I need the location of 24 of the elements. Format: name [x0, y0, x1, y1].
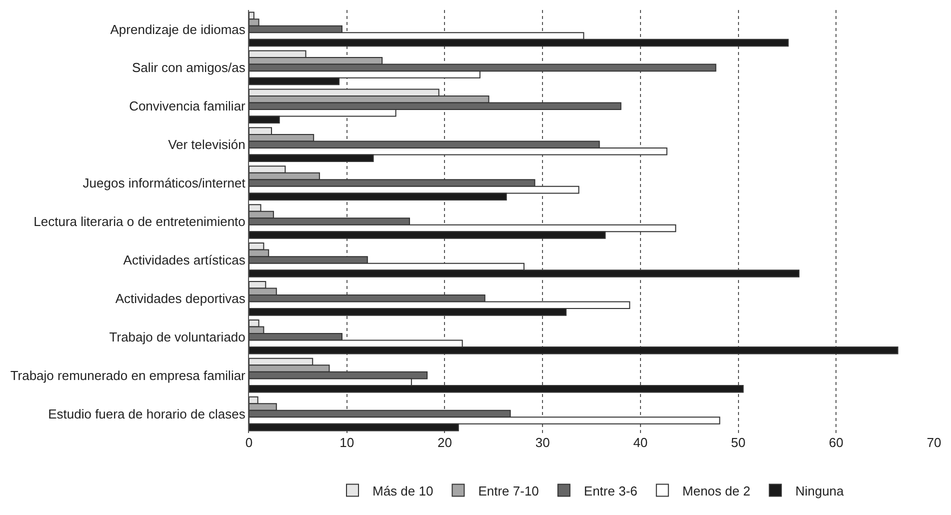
- x-tick-label: 20: [437, 435, 452, 450]
- x-tick-label: 10: [340, 435, 354, 450]
- x-tick-label: 70: [926, 435, 942, 450]
- legend-label: Ninguna: [795, 483, 845, 498]
- legend-label: Entre 7-10: [478, 483, 539, 498]
- y-tick-label: Actividades deportivas: [115, 290, 246, 306]
- y-tick-label: Ver televisión: [168, 137, 246, 152]
- y-tick-label: Trabajo de voluntariado: [109, 329, 246, 344]
- x-tick-label: 60: [828, 435, 844, 450]
- y-tick-label: Salir con amigos/as: [132, 60, 246, 76]
- y-tick-label: Lectura literaria o de entretenimiento: [34, 214, 246, 230]
- legend-label: Menos de 2: [682, 483, 750, 498]
- x-tick-label: 40: [633, 435, 648, 450]
- y-tick-label: Trabajo remunerado en empresa familiar: [10, 368, 246, 383]
- x-tick-label: 30: [535, 435, 550, 450]
- x-tick-label: 0: [245, 435, 253, 450]
- legend-label: Más de 10: [372, 483, 434, 498]
- legend-label: Entre 3-6: [584, 483, 638, 498]
- y-tick-label: Juegos informáticos/internet: [82, 176, 246, 191]
- y-tick-label: Estudio fuera de horario de clases: [48, 406, 246, 422]
- x-tick-label: 50: [731, 435, 746, 450]
- y-tick-label: Aprendizaje de idiomas: [110, 22, 246, 37]
- y-tick-label: Convivencia familiar: [129, 98, 246, 114]
- y-tick-label: Actividades artísticas: [123, 252, 246, 268]
